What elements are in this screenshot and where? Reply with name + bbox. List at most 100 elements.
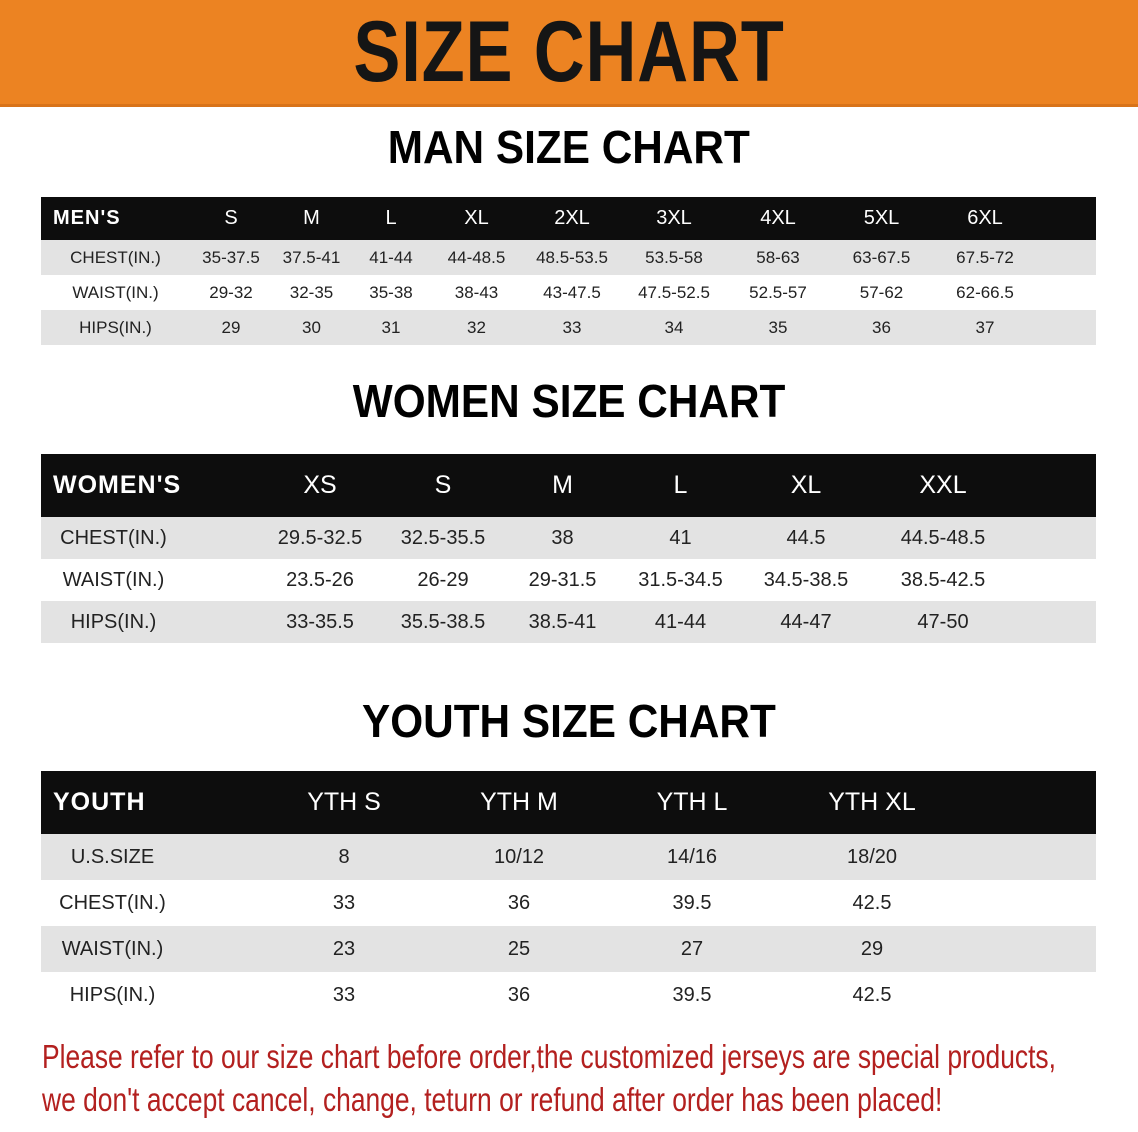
table-cell: 32.5-35.5	[400, 526, 486, 549]
men-section-title: MAN SIZE CHART	[387, 121, 751, 173]
table-cell: YTH M	[480, 788, 558, 816]
row-label: WOMEN'S	[53, 471, 182, 499]
men-size-table: MEN'S S M L XL 2XL 3XL 4XL 5XL 6XL CHEST(IN.) 35-37…	[41, 197, 1096, 345]
table-cell: 67.5-72	[956, 247, 1014, 267]
table-cell: 29.5-32.5	[277, 526, 363, 549]
table-cell: 42.5	[852, 891, 892, 914]
table-cell: 62-66.5	[956, 282, 1014, 302]
table-cell: XXL	[919, 471, 967, 499]
row-label: HIPS(IN.)	[79, 317, 152, 337]
table-cell: XL	[790, 471, 822, 499]
table-cell: 31.5-34.5	[638, 568, 723, 591]
table-row: HIPS(IN.) 29 30 31 32 33 34 35 36 37	[41, 310, 1096, 345]
table-cell: 26-29	[417, 568, 469, 591]
table-cell: 41	[669, 526, 692, 549]
table-cell: 52.5-57	[749, 282, 807, 302]
table-cell: 38-43	[454, 282, 499, 302]
table-cell: 34	[664, 317, 684, 337]
row-label: HIPS(IN.)	[70, 610, 157, 633]
table-cell: S	[434, 471, 452, 499]
table-row: WAIST(IN.) 23 25 27 29	[41, 926, 1096, 972]
size-chart-banner: SIZE CHART	[0, 0, 1138, 107]
notice-line-2: we don't accept cancel, change, teturn o…	[42, 1081, 943, 1118]
table-cell: 47-50	[917, 610, 969, 633]
table-cell: 36	[507, 983, 531, 1006]
table-cell: 37	[975, 317, 995, 337]
table-cell: 3XL	[656, 207, 692, 229]
table-cell: 53.5-58	[645, 247, 703, 267]
table-cell: 27	[680, 937, 704, 960]
table-cell: 33	[332, 891, 356, 914]
table-cell: 36	[507, 891, 531, 914]
table-header-row: WOMEN'S XS S M L XL XXL	[41, 454, 1096, 517]
youth-section-title: YOUTH SIZE CHART	[362, 695, 776, 747]
table-cell: 34.5-38.5	[763, 568, 849, 591]
table-cell: 29-32	[209, 282, 253, 302]
table-row: WAIST(IN.) 23.5-26 26-29 29-31.5 31.5-34.5 34…	[41, 559, 1096, 601]
table-row: CHEST(IN.) 33 36 39.5 42.5	[41, 880, 1096, 926]
table-cell: 33	[562, 317, 582, 337]
table-cell: 2XL	[554, 207, 590, 229]
table-cell: 44-48.5	[447, 247, 506, 267]
table-cell: 31	[381, 317, 401, 337]
table-cell: 35-38	[369, 282, 413, 302]
table-cell: 44-47	[780, 610, 832, 633]
table-row: HIPS(IN.) 33-35.5 35.5-38.5 38.5-41 41-44 44-…	[41, 601, 1096, 643]
table-cell: M	[303, 207, 320, 229]
banner-title: SIZE CHART	[353, 3, 785, 100]
table-cell: 57-62	[859, 282, 904, 302]
table-cell: 48.5-53.5	[536, 247, 608, 267]
table-cell: 29	[860, 937, 884, 960]
table-row: CHEST(IN.) 29.5-32.5 32.5-35.5 38 41 44.5 44.5…	[41, 517, 1096, 559]
table-cell: 29	[221, 317, 241, 337]
table-cell: L	[673, 471, 688, 499]
table-row: WAIST(IN.) 29-32 32-35 35-38 38-43 43-47.5 47.…	[41, 275, 1096, 310]
table-cell: 36	[872, 317, 891, 337]
table-cell: XS	[303, 471, 337, 499]
table-cell: 44.5-48.5	[900, 526, 986, 549]
women-size-table: WOMEN'S XS S M L XL XXL CHEST(IN.) 29.5-32.5 32.5…	[41, 454, 1096, 643]
table-cell: YTH S	[307, 788, 381, 816]
table-row: U.S.SIZE 8 10/12 14/16 18/20	[41, 834, 1096, 880]
table-cell: 6XL	[967, 207, 1003, 229]
table-cell: 29-31.5	[528, 568, 597, 591]
table-row: CHEST(IN.) 35-37.5 37.5-41 41-44 44-48.5 48.5…	[41, 240, 1096, 275]
youth-size-table: YOUTH YTH S YTH M YTH L YTH XL U.S.SIZE 8 10/12…	[41, 771, 1096, 1018]
table-cell: 35	[768, 317, 788, 337]
table-cell: 14/16	[666, 845, 718, 868]
table-cell: XL	[464, 207, 489, 229]
table-cell: 38.5-42.5	[900, 568, 986, 591]
women-section-title: WOMEN SIZE CHART	[352, 375, 786, 427]
table-cell: 41-44	[654, 610, 707, 633]
table-cell: 43-47.5	[543, 282, 601, 302]
row-label: MEN'S	[53, 207, 121, 229]
table-cell: 58-63	[756, 247, 800, 267]
table-cell: 35.5-38.5	[400, 610, 486, 633]
row-label: WAIST(IN.)	[62, 568, 165, 591]
row-label: WAIST(IN.)	[61, 937, 164, 960]
table-cell: 38	[551, 526, 574, 549]
table-cell: 39.5	[672, 983, 712, 1006]
table-cell: S	[224, 207, 238, 229]
notice-line-1: Please refer to our size chart before or…	[42, 1038, 1056, 1075]
table-cell: 25	[507, 937, 531, 960]
table-cell: 10/12	[493, 845, 545, 868]
table-cell: 63-67.5	[852, 247, 911, 267]
table-row: HIPS(IN.) 33 36 39.5 42.5	[41, 972, 1096, 1018]
row-label: CHEST(IN.)	[70, 247, 161, 267]
table-cell: 35-37.5	[202, 247, 260, 267]
row-label: WAIST(IN.)	[72, 282, 159, 302]
table-cell: 33-35.5	[286, 610, 354, 633]
row-label: CHEST(IN.)	[59, 891, 166, 914]
table-cell: 33	[332, 983, 356, 1006]
table-cell: 23	[332, 937, 356, 960]
row-label: HIPS(IN.)	[69, 983, 156, 1006]
table-cell: 4XL	[760, 207, 796, 229]
table-cell: YTH XL	[828, 788, 916, 816]
table-cell: 42.5	[852, 983, 892, 1006]
table-cell: M	[552, 471, 573, 499]
table-cell: 38.5-41	[528, 610, 597, 633]
table-cell: YTH L	[656, 788, 728, 816]
table-cell: 30	[302, 317, 321, 337]
table-cell: 41-44	[369, 247, 413, 267]
